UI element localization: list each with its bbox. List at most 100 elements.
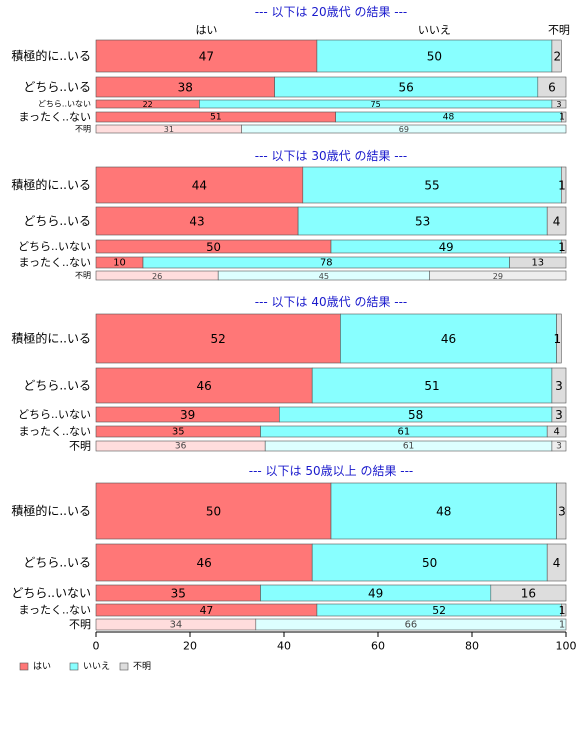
bar-segment [546, 425, 567, 438]
bar-segment [546, 543, 567, 582]
x-tick-label: 100 [556, 640, 577, 653]
data-label: 16 [521, 587, 536, 601]
data-label: 3 [555, 408, 563, 422]
bar-segment [95, 367, 313, 404]
data-label: 2 [553, 50, 561, 64]
x-tick-label: 60 [371, 640, 385, 653]
row-label: 不明 [75, 125, 91, 134]
data-label: 75 [371, 100, 381, 109]
bar-segment [311, 367, 553, 404]
data-label: 3 [558, 505, 566, 519]
data-label: 61 [398, 427, 411, 438]
data-label: 35 [172, 427, 185, 438]
panel-title: --- 以下は 30歳代 の結果 --- [255, 149, 408, 163]
data-label: 46 [196, 379, 211, 393]
data-label: 46 [441, 332, 456, 346]
data-label: 6 [548, 81, 556, 95]
bar-segment [560, 111, 567, 123]
bar-segment [95, 166, 304, 204]
data-label: 1 [558, 240, 565, 254]
bar-segment [302, 166, 562, 204]
row-label: まったく..ない [18, 256, 91, 269]
legend-swatch [19, 662, 29, 671]
bar-segment [490, 584, 567, 602]
top-category-label: 不明 [548, 24, 570, 37]
data-label: 39 [180, 408, 195, 422]
data-label: 4 [553, 556, 561, 570]
data-label: 13 [532, 258, 545, 269]
row-label: どちら..いない [18, 408, 91, 421]
row-label: 不明 [75, 271, 91, 280]
bar-segment [340, 313, 557, 364]
data-label: 3 [556, 442, 562, 452]
data-label: 49 [368, 587, 383, 601]
row-label: 積極的に..いる [11, 177, 91, 192]
data-label: 49 [439, 240, 454, 254]
row-label: どちら..いない [18, 240, 91, 253]
bar-segment [560, 603, 567, 617]
data-label: 52 [432, 604, 446, 617]
legend-swatch [69, 662, 79, 671]
data-label: 3 [556, 100, 561, 109]
data-label: 53 [415, 215, 430, 229]
legend-label: 不明 [133, 661, 151, 672]
legend-label: はい [33, 661, 51, 672]
bar-segment [546, 206, 567, 236]
bar-segment [330, 482, 557, 540]
row-label: どちら..いない [38, 100, 91, 109]
data-label: 48 [436, 505, 451, 519]
data-label: 51 [210, 113, 221, 123]
data-label: 34 [170, 620, 183, 631]
panel-title: --- 以下は 20歳代 の結果 --- [255, 5, 408, 19]
data-label: 10 [113, 258, 126, 269]
x-tick-label: 0 [93, 640, 100, 653]
data-label: 50 [206, 240, 221, 254]
row-label: まったく..ない [18, 425, 91, 438]
row-label: どちら..いない [11, 586, 91, 600]
data-label: 51 [424, 379, 439, 393]
data-label: 58 [408, 408, 423, 422]
data-label: 55 [424, 179, 439, 193]
data-label: 4 [553, 215, 561, 229]
x-tick-label: 20 [183, 640, 197, 653]
data-label: 35 [171, 587, 186, 601]
data-label: 45 [319, 271, 329, 281]
data-label: 56 [399, 81, 414, 95]
bar-segment [255, 618, 567, 631]
data-label: 47 [199, 50, 214, 64]
bar-segment [551, 440, 567, 452]
row-label: どちら..いる [23, 556, 91, 570]
row-label: まったく..ない [18, 111, 91, 124]
row-label: どちら..いる [23, 379, 91, 393]
x-tick-label: 40 [277, 640, 291, 653]
data-label: 4 [553, 427, 559, 438]
data-label: 50 [206, 505, 221, 519]
bar-segment [556, 482, 567, 540]
data-label: 47 [200, 604, 214, 617]
data-label: 43 [189, 215, 204, 229]
data-label: 38 [178, 81, 193, 95]
data-label: 48 [443, 113, 455, 123]
data-label: 3 [555, 379, 563, 393]
bar-segment [297, 206, 548, 236]
row-label: まったく..ない [18, 604, 91, 617]
data-label: 1 [559, 604, 566, 617]
bar-segment [95, 543, 313, 582]
bar-segment [551, 406, 567, 423]
data-label: 22 [143, 100, 153, 109]
data-label: 29 [493, 271, 503, 281]
bar-segment [241, 124, 567, 134]
data-label: 50 [422, 556, 437, 570]
panel-title: --- 以下は 50歳以上 の結果 --- [249, 464, 414, 478]
row-label: どちら..いる [23, 80, 91, 94]
bar-segment [95, 206, 299, 236]
bar-segment [95, 39, 318, 73]
bar-segment [560, 239, 567, 254]
data-label: 44 [192, 179, 207, 193]
panel-title: --- 以下は 40歳代 の結果 --- [255, 295, 408, 309]
row-label: 積極的に..いる [11, 331, 91, 346]
x-tick-label: 80 [465, 640, 479, 653]
data-label: 50 [427, 50, 442, 64]
legend-swatch [119, 662, 129, 671]
